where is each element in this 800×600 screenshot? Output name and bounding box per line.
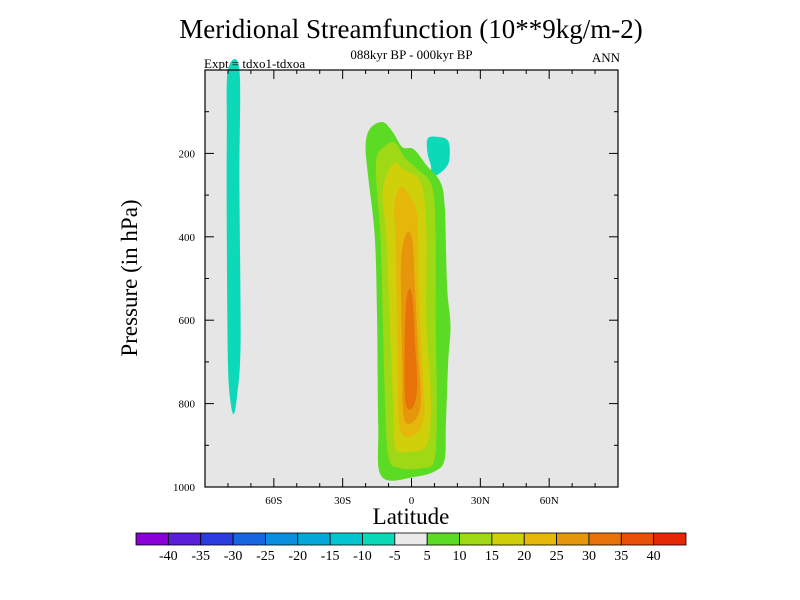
colorbar-box	[232, 532, 266, 546]
colorbar-box	[459, 532, 493, 546]
y-tick-label: 400	[179, 232, 196, 244]
colorbar-label: -10	[353, 549, 372, 564]
colorbar-box	[394, 532, 428, 546]
colorbar-label: -35	[191, 549, 210, 564]
colorbar-label: -15	[321, 549, 340, 564]
y-tick-label: 200	[179, 148, 196, 160]
x-axis-label: Latitude	[373, 504, 450, 529]
y-tick-label: 800	[179, 399, 196, 411]
negative-cell-small	[426, 136, 450, 177]
colorbar-label: 30	[582, 549, 596, 564]
colorbar-box	[653, 532, 687, 546]
colorbar-box	[265, 532, 299, 546]
x-tick-label: 30S	[334, 495, 351, 507]
colorbar: -40 -35 -30 -25 -20 -15 -10 -5 5 10 15 20 25 30 35 40	[135, 532, 687, 564]
negative-cell	[226, 58, 241, 415]
experiment-label: Expt = tdxo1-tdxoa	[204, 56, 306, 71]
colorbar-label: 40	[647, 549, 661, 564]
colorbar-label: 15	[485, 549, 499, 564]
chart-title: Meridional Streamfunction (10**9kg/m-2)	[179, 14, 643, 44]
colorbar-label: -20	[288, 549, 307, 564]
chart-subtitle: 088kyr BP - 000kyr BP	[350, 47, 473, 62]
y-tick-label: 600	[179, 315, 196, 327]
colorbar-box	[523, 532, 557, 546]
colorbar-label: 5	[424, 549, 431, 564]
y-tick-label: 1000	[173, 482, 196, 494]
colorbar-label: -25	[256, 549, 275, 564]
colorbar-box	[491, 532, 525, 546]
positive-cell-level-30	[404, 288, 418, 410]
colorbar-label: 10	[453, 549, 467, 564]
x-tick-label: 60N	[540, 495, 559, 507]
colorbar-label: -30	[224, 549, 243, 564]
colorbar-label: 35	[614, 549, 628, 564]
y-axis-label: Pressure (in hPa)	[117, 199, 142, 356]
colorbar-box	[556, 532, 590, 546]
colorbar-box	[167, 532, 202, 546]
colorbar-box	[297, 532, 331, 546]
season-label: ANN	[591, 50, 620, 65]
colorbar-label: 25	[550, 549, 564, 564]
colorbar-box	[329, 532, 363, 546]
colorbar-label: -40	[159, 549, 178, 564]
x-tick-label: 0	[409, 495, 415, 507]
colorbar-label: -5	[389, 549, 401, 564]
contour-layer	[226, 58, 451, 481]
tick-layer: 60S 30S 0 30N 60N 200 400 600 800 1000	[173, 70, 618, 507]
colorbar-box	[588, 532, 622, 546]
colorbar-label: 20	[517, 549, 531, 564]
colorbar-box	[135, 532, 169, 546]
colorbar-box	[362, 532, 396, 546]
colorbar-box	[200, 532, 234, 546]
x-tick-label: 60S	[265, 495, 282, 507]
colorbar-box	[620, 532, 655, 546]
x-tick-label: 30N	[471, 495, 490, 507]
colorbar-box	[426, 532, 460, 546]
